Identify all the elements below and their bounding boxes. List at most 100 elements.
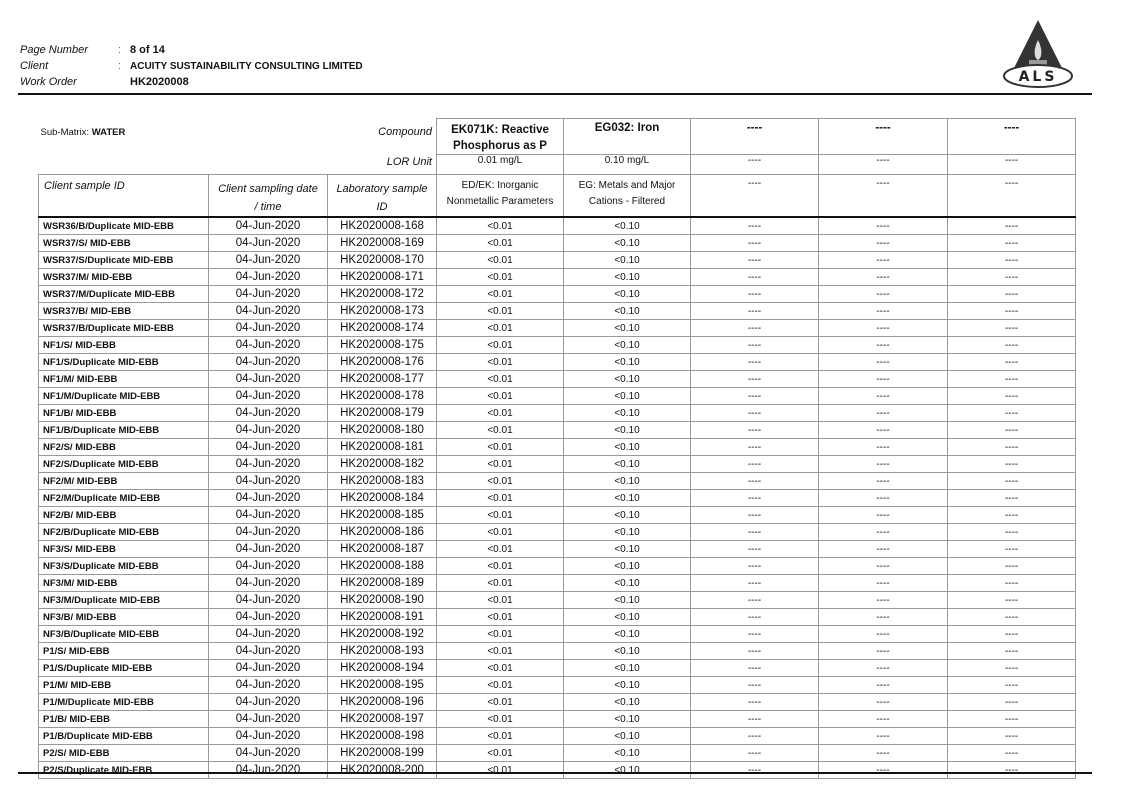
- lab-sample-id: HK2020008-177: [327, 370, 437, 388]
- table-row: NF3/M/ MID-EBB 04-Jun-2020 HK2020008-189 <0…: [38, 574, 1076, 592]
- iron: <0.10: [563, 557, 691, 575]
- sample-id: WSR37/B/Duplicate MID-EBB: [38, 319, 209, 337]
- sampling-date: 04-Jun-2020: [208, 421, 328, 439]
- iron: <0.10: [563, 268, 691, 286]
- lab-sample-id: HK2020008-179: [327, 404, 437, 422]
- empty-analyte: ----: [947, 370, 1076, 388]
- sample-id: NF3/M/Duplicate MID-EBB: [38, 591, 209, 609]
- empty-analyte: ----: [818, 710, 948, 728]
- client-name: ACUITY SUSTAINABILITY CONSULTING LIMITED: [130, 60, 363, 72]
- sample-id: P1/S/ MID-EBB: [38, 642, 209, 660]
- table-row: NF2/B/Duplicate MID-EBB 04-Jun-2020 HK2020…: [38, 523, 1076, 541]
- lor-value: ----: [818, 154, 948, 175]
- lab-sample-id: HK2020008-183: [327, 472, 437, 490]
- iron: <0.10: [563, 404, 691, 422]
- sampling-date: 04-Jun-2020: [208, 506, 328, 524]
- sample-id: NF2/M/ MID-EBB: [38, 472, 209, 490]
- sampling-date: 04-Jun-2020: [208, 404, 328, 422]
- empty-analyte: ----: [690, 659, 819, 677]
- client-label: Client: [20, 60, 49, 72]
- iron: <0.10: [563, 489, 691, 507]
- empty-analyte: ----: [690, 353, 819, 371]
- empty-analyte: ----: [947, 472, 1076, 490]
- empty-analyte: ----: [818, 574, 948, 592]
- sample-id: NF2/B/Duplicate MID-EBB: [38, 523, 209, 541]
- empty-analyte: ----: [818, 472, 948, 490]
- empty-analyte: ----: [818, 370, 948, 388]
- empty-analyte: ----: [818, 523, 948, 541]
- table-row: P1/S/Duplicate MID-EBB 04-Jun-2020 HK20200…: [38, 659, 1076, 677]
- reactive-phosphorus: <0.01: [436, 727, 564, 745]
- sampling-date: 04-Jun-2020: [208, 319, 328, 337]
- table-row: NF1/S/Duplicate MID-EBB 04-Jun-2020 HK2020…: [38, 353, 1076, 371]
- sampling-date: 04-Jun-2020: [208, 268, 328, 286]
- empty-analyte: ----: [818, 693, 948, 711]
- empty-analyte: ----: [818, 489, 948, 507]
- empty-analyte: ----: [690, 676, 819, 694]
- empty-analyte: ----: [818, 302, 948, 320]
- table-row: WSR36/B/Duplicate MID-EBB 04-Jun-2020 HK20…: [38, 216, 1076, 235]
- empty-analyte: ----: [818, 216, 948, 235]
- empty-analyte: ----: [818, 404, 948, 422]
- sample-id: NF1/B/Duplicate MID-EBB: [38, 421, 209, 439]
- group-header: ED/EK: Inorganic Nonmetallic Parameters: [436, 174, 564, 218]
- lab-sample-id: HK2020008-199: [327, 744, 437, 762]
- table-row: WSR37/S/Duplicate MID-EBB 04-Jun-2020 HK20…: [38, 251, 1076, 269]
- table-row: NF2/M/ MID-EBB 04-Jun-2020 HK2020008-183 <0…: [38, 472, 1076, 490]
- table-row: NF3/B/ MID-EBB 04-Jun-2020 HK2020008-191 <0…: [38, 608, 1076, 626]
- reactive-phosphorus: <0.01: [436, 761, 564, 779]
- sampling-date: 04-Jun-2020: [208, 234, 328, 252]
- reactive-phosphorus: <0.01: [436, 506, 564, 524]
- sample-id: P1/M/Duplicate MID-EBB: [38, 693, 209, 711]
- sampling-date: 04-Jun-2020: [208, 608, 328, 626]
- table-row: P2/S/ MID-EBB 04-Jun-2020 HK2020008-199 <0.…: [38, 744, 1076, 762]
- lab-sample-id: HK2020008-180: [327, 421, 437, 439]
- sampling-date: 04-Jun-2020: [208, 761, 328, 779]
- sampling-date: 04-Jun-2020: [208, 302, 328, 320]
- empty-analyte: ----: [690, 336, 819, 354]
- iron: <0.10: [563, 438, 691, 456]
- iron: <0.10: [563, 659, 691, 677]
- empty-analyte: ----: [947, 302, 1076, 320]
- sample-id: P1/S/Duplicate MID-EBB: [38, 659, 209, 677]
- reactive-phosphorus: <0.01: [436, 234, 564, 252]
- lab-sample-id: HK2020008-173: [327, 302, 437, 320]
- lab-sample-id: HK2020008-178: [327, 387, 437, 405]
- empty-analyte: ----: [690, 710, 819, 728]
- reactive-phosphorus: <0.01: [436, 216, 564, 235]
- empty-analyte: ----: [818, 353, 948, 371]
- reactive-phosphorus: <0.01: [436, 608, 564, 626]
- reactive-phosphorus: <0.01: [436, 302, 564, 320]
- sample-id: WSR37/B/ MID-EBB: [38, 302, 209, 320]
- iron: <0.10: [563, 761, 691, 779]
- table-row: NF3/M/Duplicate MID-EBB 04-Jun-2020 HK2020…: [38, 591, 1076, 609]
- compound-header: ----: [818, 118, 948, 155]
- sample-id: NF3/S/ MID-EBB: [38, 540, 209, 558]
- sample-id: WSR36/B/Duplicate MID-EBB: [38, 216, 209, 235]
- reactive-phosphorus: <0.01: [436, 370, 564, 388]
- sampling-date: 04-Jun-2020: [208, 472, 328, 490]
- reactive-phosphorus: <0.01: [436, 540, 564, 558]
- sampling-date: 04-Jun-2020: [208, 523, 328, 541]
- empty-analyte: ----: [818, 285, 948, 303]
- empty-analyte: ----: [947, 268, 1076, 286]
- sample-id: WSR37/M/ MID-EBB: [38, 268, 209, 286]
- empty-analyte: ----: [947, 676, 1076, 694]
- sample-id: NF1/B/ MID-EBB: [38, 404, 209, 422]
- table-row: NF1/B/ MID-EBB 04-Jun-2020 HK2020008-179 <0…: [38, 404, 1076, 422]
- empty-analyte: ----: [690, 625, 819, 643]
- reactive-phosphorus: <0.01: [436, 489, 564, 507]
- iron: <0.10: [563, 608, 691, 626]
- reactive-phosphorus: <0.01: [436, 455, 564, 473]
- sample-id: NF3/S/Duplicate MID-EBB: [38, 557, 209, 575]
- compound-header: EK071K: Reactive Phosphorus as P: [436, 118, 564, 155]
- lab-sample-id: HK2020008-196: [327, 693, 437, 711]
- lab-sample-id: HK2020008-168: [327, 216, 437, 235]
- sample-id: P2/S/ MID-EBB: [38, 744, 209, 762]
- iron: <0.10: [563, 642, 691, 660]
- lab-sample-id: HK2020008-175: [327, 336, 437, 354]
- empty-analyte: ----: [690, 438, 819, 456]
- empty-analyte: ----: [947, 506, 1076, 524]
- empty-analyte: ----: [690, 404, 819, 422]
